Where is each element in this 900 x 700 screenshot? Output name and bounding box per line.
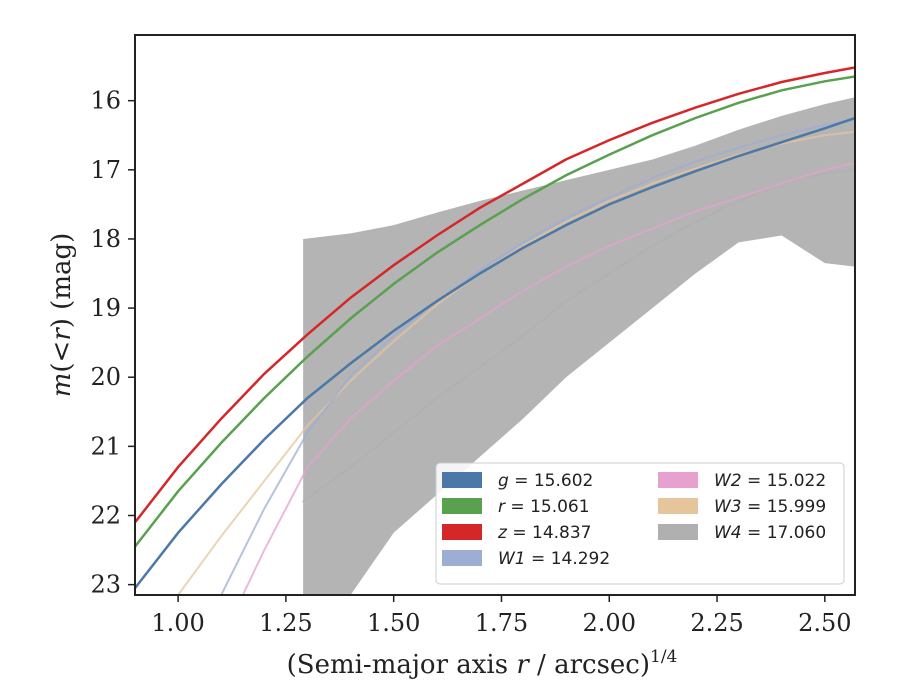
legend-swatch-w3 xyxy=(658,498,698,514)
y-tick-label: 22 xyxy=(90,501,121,529)
legend-box xyxy=(435,462,845,585)
legend-magnitude-value: 15.602 xyxy=(534,471,593,491)
y-axis-label: m(<r) (mag) xyxy=(47,233,77,398)
x-tick-label: 1.75 xyxy=(475,609,528,637)
legend-band-name: z xyxy=(497,523,508,543)
series-line-g xyxy=(135,116,855,590)
legend-equals: = xyxy=(505,497,530,517)
x-tick-label: 2.00 xyxy=(583,609,636,637)
y-axis-label-m: m xyxy=(47,373,77,398)
series-lines xyxy=(135,66,855,595)
y-axis-ticks: 16 17 18 19 20 21 22 23 xyxy=(90,87,135,599)
x-axis-label-exponent: 1/4 xyxy=(650,647,677,667)
y-tick-label: 21 xyxy=(90,432,121,460)
y-tick-label: 23 xyxy=(90,571,121,599)
legend-band-name: W2 xyxy=(714,471,742,491)
legend-entry-w2: W2 = 15.022 xyxy=(714,471,826,491)
y-tick-label: 16 xyxy=(90,87,121,115)
x-axis-label-main: (Semi-major axis xyxy=(287,650,517,680)
x-tick-label: 2.50 xyxy=(798,609,851,637)
legend-equals: = xyxy=(509,471,534,491)
series-line-w2 xyxy=(241,161,855,595)
legend-entry-z: z = 14.837 xyxy=(497,523,591,543)
legend-swatch-w2 xyxy=(658,472,698,488)
plot-frame xyxy=(134,34,856,596)
legend-swatch-w1 xyxy=(442,550,482,566)
legend-swatch-z xyxy=(442,524,482,540)
legend-entry-w1: W1 = 14.292 xyxy=(498,549,610,569)
legend-magnitude-value: 15.022 xyxy=(767,471,826,491)
legend-band-name: W1 xyxy=(498,549,526,569)
legend-band-name: g xyxy=(498,471,509,491)
series-line-w1 xyxy=(220,119,855,595)
y-tick-label: 20 xyxy=(90,363,121,391)
series-line-r xyxy=(135,75,855,548)
series-line-z xyxy=(135,66,855,524)
y-tick-label: 18 xyxy=(90,225,121,253)
legend-entry-w3: W3 = 15.999 xyxy=(714,497,826,517)
legend-magnitude-value: 14.292 xyxy=(551,549,610,569)
y-axis-label-mid: (< xyxy=(47,341,77,373)
legend-magnitude-value: 15.999 xyxy=(767,497,826,517)
x-tick-label: 2.25 xyxy=(690,609,743,637)
legend-magnitude-value: 15.061 xyxy=(530,497,589,517)
y-axis-label-r: r xyxy=(47,327,77,341)
legend-magnitude-value: 14.837 xyxy=(532,523,591,543)
legend-swatch-g xyxy=(442,472,482,488)
legend-entry-g: g = 15.602 xyxy=(498,471,593,491)
legend-swatch-r xyxy=(442,498,482,514)
legend-equals: = xyxy=(742,523,767,543)
legend-band-name: W4 xyxy=(714,523,742,543)
legend-entry-r: r = 15.061 xyxy=(498,497,590,517)
legend-equals: = xyxy=(742,497,767,517)
legend-band-name: r xyxy=(498,497,506,517)
legend-equals: = xyxy=(507,523,532,543)
y-axis-label-rest: ) (mag) xyxy=(47,233,77,329)
legend-entry-w4: W4 = 17.060 xyxy=(714,523,826,543)
x-tick-label: 1.00 xyxy=(151,609,204,637)
legend-swatch-w4 xyxy=(658,524,698,540)
y-tick-label: 19 xyxy=(90,294,121,322)
legend-magnitude-value: 17.060 xyxy=(767,523,826,543)
x-axis-label-var: r xyxy=(516,650,530,680)
legend-equals: = xyxy=(742,471,767,491)
x-axis-label-rest: / arcsec) xyxy=(529,650,650,680)
x-axis-ticks: 1.00 1.25 1.50 1.75 2.00 2.25 2.50 xyxy=(151,595,852,637)
legend-equals: = xyxy=(526,549,551,569)
x-axis-label: (Semi-major axis r / arcsec)1/4 xyxy=(287,647,678,680)
y-tick-label: 17 xyxy=(90,156,121,184)
legend-band-name: W3 xyxy=(714,497,742,517)
x-tick-label: 1.25 xyxy=(259,609,312,637)
legend: g = 15.602 r = 15.061 z = 14.837 W1 = 14.29… xyxy=(435,462,845,585)
x-tick-label: 1.50 xyxy=(367,609,420,637)
